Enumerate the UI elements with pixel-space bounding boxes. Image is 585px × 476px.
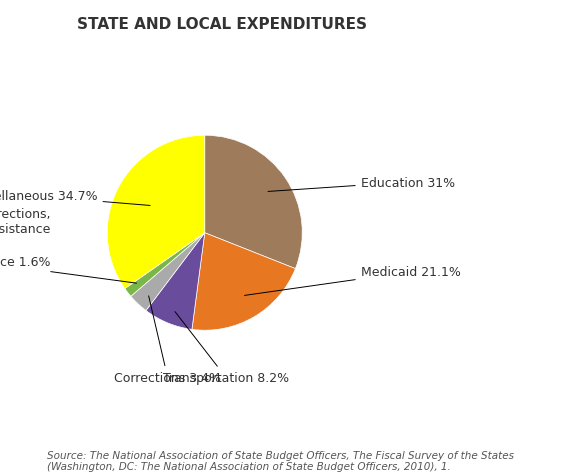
Text: Miscellaneous 34.7%: Miscellaneous 34.7%: [0, 190, 150, 206]
Wedge shape: [131, 233, 205, 311]
Wedge shape: [192, 233, 295, 330]
Text: Transportation 8.2%: Transportation 8.2%: [163, 312, 289, 385]
Text: Medicaid 21.1%: Medicaid 21.1%: [245, 266, 460, 296]
Wedge shape: [107, 136, 205, 289]
Text: Corrections 3.4%: Corrections 3.4%: [114, 296, 221, 385]
Text: STATE AND LOCAL EXPENDITURES: STATE AND LOCAL EXPENDITURES: [77, 17, 367, 31]
Wedge shape: [125, 233, 205, 297]
Text: Source: The National Association of State Budget Officers, The Fiscal Survey of : Source: The National Association of Stat…: [47, 450, 514, 471]
Wedge shape: [205, 136, 302, 269]
Text: Public Assistance 1.6%: Public Assistance 1.6%: [0, 256, 136, 284]
Text: Transportation, Corrections,
and Public Assistance: Transportation, Corrections, and Public …: [0, 208, 51, 236]
Text: Education 31%: Education 31%: [268, 176, 455, 192]
Wedge shape: [146, 233, 205, 330]
